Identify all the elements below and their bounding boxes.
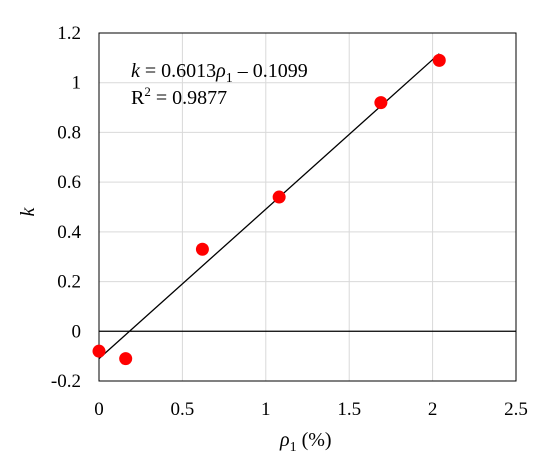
x-tick-label: 2.5 xyxy=(504,399,528,420)
data-point xyxy=(92,344,106,358)
y-tick-label: -0.2 xyxy=(51,371,81,392)
plot-border xyxy=(98,32,517,382)
r2-prefix: R xyxy=(131,87,145,109)
y-tick-label: 0.8 xyxy=(57,122,81,143)
y-tick-label: 0 xyxy=(72,321,82,342)
data-point xyxy=(195,242,209,256)
equation-sub: 1 xyxy=(226,71,233,86)
x-axis-title-unit: (%) xyxy=(297,429,332,451)
y-tick-label: 1.2 xyxy=(57,23,81,44)
x-tick-labels: 0 0.5 1 1.5 2 2.5 xyxy=(94,399,528,420)
equation-mid: = 0.6013 xyxy=(140,60,216,82)
r2-annotation: R2 = 0.9877 xyxy=(131,84,227,109)
equation-annotation: k = 0.6013ρ1 – 0.1099 xyxy=(131,60,308,86)
x-axis-title: ρ1 (%) xyxy=(279,429,332,455)
data-point xyxy=(374,96,388,110)
y-axis-title: k xyxy=(17,206,39,216)
y-tick-labels: -0.2 0 0.2 0.4 0.6 0.8 1 1.2 xyxy=(51,23,82,392)
y-tick-label: 0.2 xyxy=(57,272,81,293)
x-axis-title-symbol: ρ xyxy=(279,429,290,451)
data-point xyxy=(272,190,286,204)
x-axis-title-sub: 1 xyxy=(290,440,297,455)
data-point xyxy=(432,53,446,67)
x-tick-label: 1.5 xyxy=(337,399,361,420)
plot-frame xyxy=(98,32,517,382)
equation-rho: ρ xyxy=(215,60,226,82)
y-tick-label: 0.4 xyxy=(57,222,81,243)
data-point xyxy=(119,352,133,366)
equation-k: k xyxy=(131,60,141,82)
y-tick-label: 1 xyxy=(72,73,82,94)
data-points xyxy=(92,53,446,366)
x-tick-label: 0 xyxy=(94,399,104,420)
r2-sup: 2 xyxy=(144,84,151,99)
grid-lines xyxy=(99,33,516,381)
x-tick-label: 1 xyxy=(261,399,271,420)
y-tick-label: 0.6 xyxy=(57,172,81,193)
r2-value: = 0.9877 xyxy=(151,87,227,109)
x-tick-label: 0.5 xyxy=(171,399,195,420)
x-tick-label: 2 xyxy=(428,399,438,420)
equation-tail: – 0.1099 xyxy=(233,60,308,82)
